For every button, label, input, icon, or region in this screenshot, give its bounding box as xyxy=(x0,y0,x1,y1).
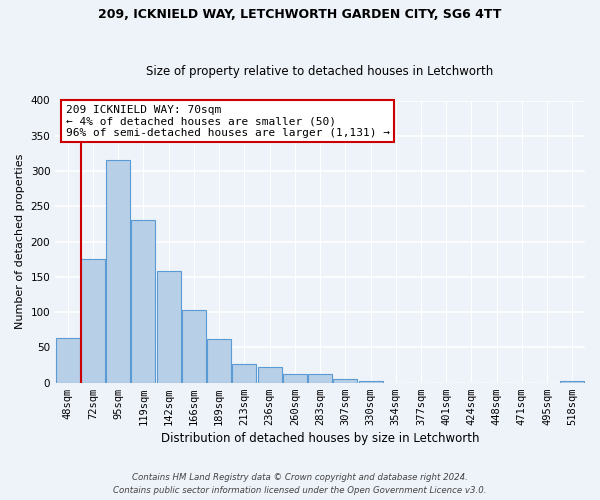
Bar xyxy=(283,374,307,382)
Bar xyxy=(334,379,357,382)
Bar xyxy=(232,364,256,382)
Text: Contains HM Land Registry data © Crown copyright and database right 2024.
Contai: Contains HM Land Registry data © Crown c… xyxy=(113,474,487,495)
Bar xyxy=(106,160,130,382)
Bar xyxy=(56,338,80,382)
Text: 209 ICKNIELD WAY: 70sqm
← 4% of detached houses are smaller (50)
96% of semi-det: 209 ICKNIELD WAY: 70sqm ← 4% of detached… xyxy=(66,104,390,138)
Y-axis label: Number of detached properties: Number of detached properties xyxy=(15,154,25,330)
Bar xyxy=(182,310,206,382)
Bar xyxy=(157,271,181,382)
Bar xyxy=(257,367,281,382)
Bar xyxy=(131,220,155,382)
X-axis label: Distribution of detached houses by size in Letchworth: Distribution of detached houses by size … xyxy=(161,432,479,445)
Title: Size of property relative to detached houses in Letchworth: Size of property relative to detached ho… xyxy=(146,66,494,78)
Bar xyxy=(308,374,332,382)
Text: 209, ICKNIELD WAY, LETCHWORTH GARDEN CITY, SG6 4TT: 209, ICKNIELD WAY, LETCHWORTH GARDEN CIT… xyxy=(98,8,502,20)
Bar xyxy=(207,339,231,382)
Bar xyxy=(81,259,105,382)
